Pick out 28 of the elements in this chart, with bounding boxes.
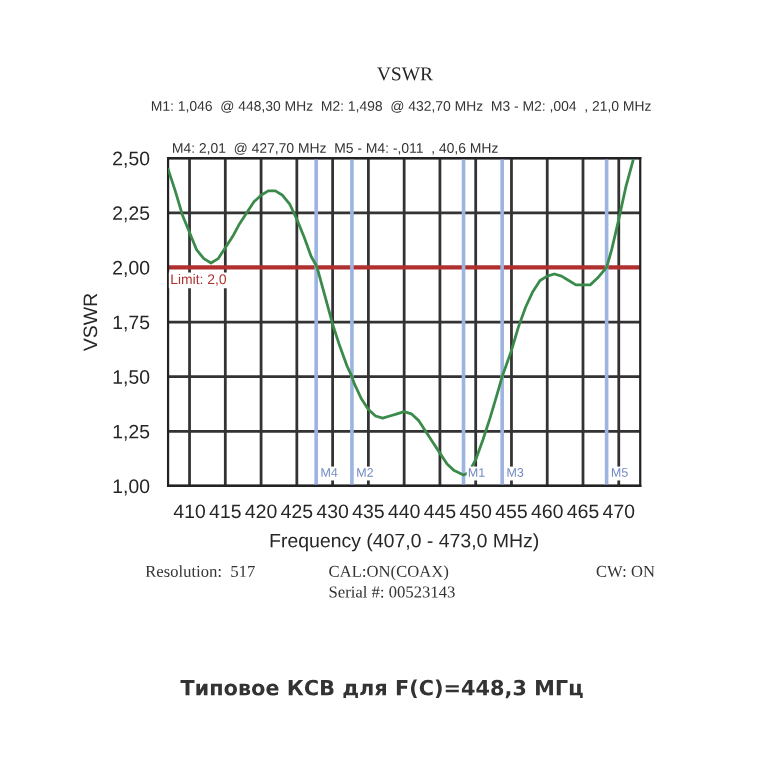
x-tick-label: 435 (352, 504, 384, 519)
text: CW: ON (596, 565, 655, 578)
y-tick-label: 1,00 (113, 479, 150, 496)
x-tick-label: 430 (316, 504, 349, 519)
y-tick-label: 2,50 (113, 151, 150, 168)
x-tick-label: 425 (281, 504, 313, 519)
x-tick-label: 415 (209, 504, 241, 519)
x-tick-label: 450 (459, 504, 492, 519)
x-tick-label: 465 (567, 504, 599, 519)
text: Типовое КСВ для F(C)=448,3 МГц (180, 679, 583, 699)
y-tick-label: 1,25 (113, 424, 150, 441)
x-tick-label: 440 (388, 504, 420, 519)
chart-title: VSWR (377, 67, 433, 81)
y-tick-label: 1,50 (113, 370, 150, 387)
y-tick-label: 2,00 (113, 260, 150, 277)
text: CAL:ON(COAX) (329, 565, 449, 581)
text: Resolution: 517 (145, 565, 255, 578)
x-axis-title: Frequency (407,0 - 473,0 MHz) (270, 533, 539, 552)
x-tick-label: 470 (603, 504, 635, 519)
x-tick-label: 420 (245, 504, 277, 519)
y-tick-label: 1,75 (113, 315, 150, 332)
text: Serial #: 00523143 (329, 585, 455, 598)
x-tick-label: 410 (173, 504, 205, 519)
x-tick-label: 455 (495, 504, 527, 519)
x-tick-label: 460 (531, 504, 563, 519)
x-tick-label: 445 (424, 504, 456, 519)
y-tick-label: 2,25 (113, 206, 150, 223)
y-axis-title: VSWR (83, 293, 98, 352)
